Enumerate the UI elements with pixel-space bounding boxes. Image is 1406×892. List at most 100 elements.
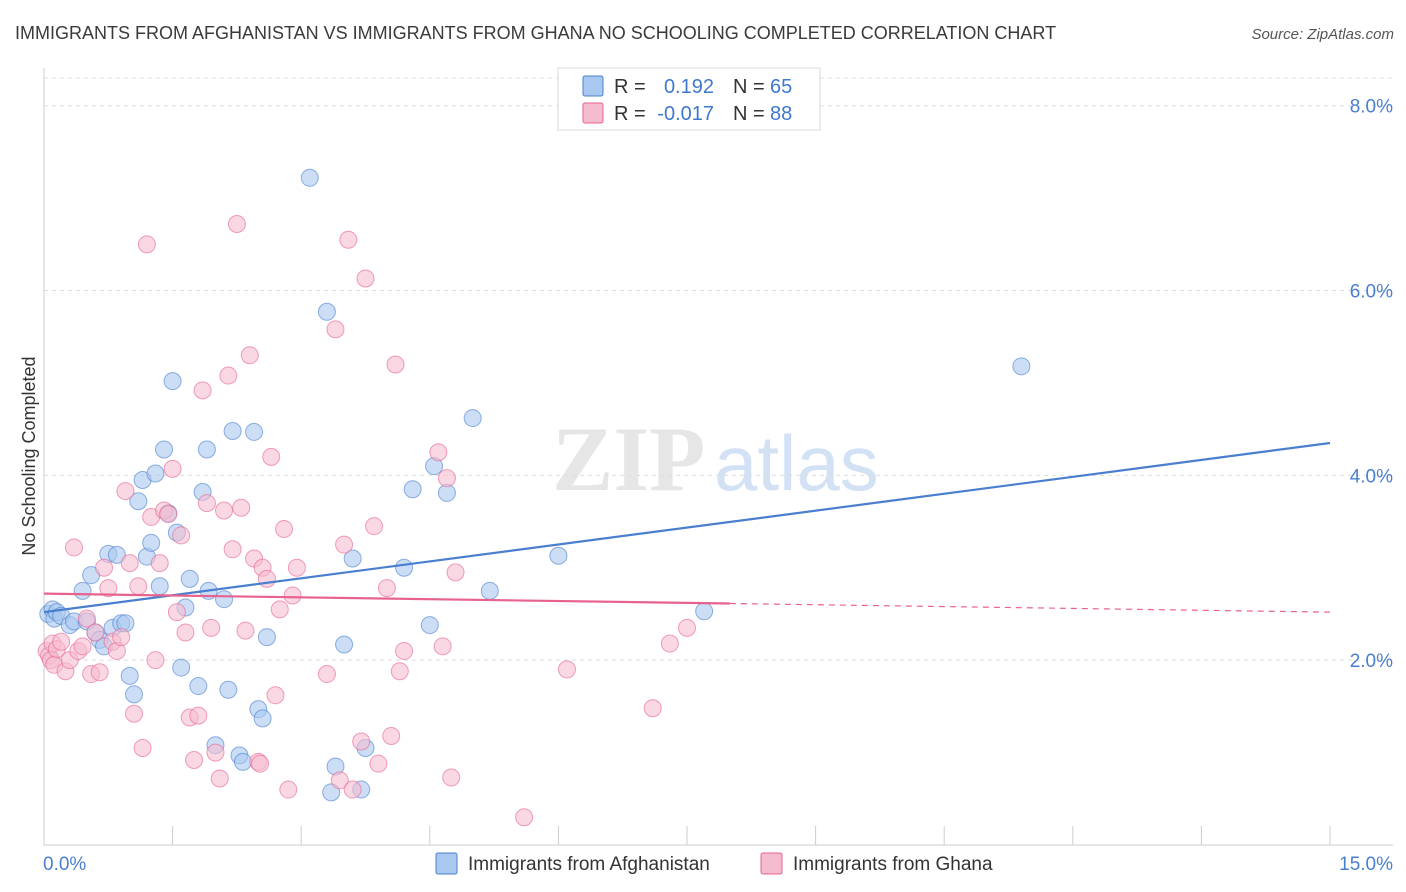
point-series-1-57 (270, 600, 289, 619)
watermark: ZIP atlas (552, 408, 879, 510)
legend-r-value-afghanistan: 0.192 (664, 76, 714, 98)
legend-n-value-afghanistan: 65 (770, 76, 792, 98)
point-series-1-39 (193, 381, 212, 400)
point-series-1-21 (116, 482, 135, 501)
point-series-1-41 (202, 618, 221, 637)
point-series-1-23 (125, 704, 144, 723)
legend-n-label-ghana: N = (733, 103, 765, 125)
point-series-0-55 (403, 480, 422, 499)
point-series-0-19 (125, 685, 144, 704)
point-series-1-49 (236, 621, 255, 640)
point-series-1-11 (73, 637, 92, 656)
point-series-1-87 (251, 754, 270, 773)
point-series-0-39 (219, 680, 238, 699)
point-series-1-64 (330, 771, 349, 790)
point-series-1-79 (437, 469, 456, 488)
point-series-1-66 (339, 230, 358, 249)
point-series-1-63 (326, 320, 345, 339)
point-series-1-72 (377, 579, 396, 598)
point-series-1-14 (86, 623, 105, 642)
point-series-1-45 (219, 366, 238, 385)
point-series-1-9 (65, 538, 84, 557)
point-series-1-28 (146, 651, 165, 670)
point-series-0-47 (300, 168, 319, 187)
point-series-1-74 (386, 355, 405, 374)
point-series-0-60 (480, 581, 499, 600)
point-series-1-81 (446, 563, 465, 582)
point-series-1-85 (660, 634, 679, 653)
point-series-1-43 (210, 769, 229, 788)
point-series-1-62 (317, 665, 336, 684)
bottom-legend-label-afghanistan: Immigrants from Afghanistan (468, 854, 710, 875)
point-series-1-31 (159, 505, 178, 524)
point-series-0-43 (245, 422, 264, 441)
y-tick-label-2: 6.0% (1350, 282, 1393, 303)
point-series-1-76 (395, 641, 414, 660)
bottom-legend-swatch-afghanistan (435, 852, 458, 875)
point-series-1-29 (150, 554, 169, 573)
point-series-1-17 (99, 579, 118, 598)
point-series-0-54 (395, 558, 414, 577)
legend-swatch-ghana (582, 102, 604, 124)
point-series-0-56 (420, 616, 439, 635)
bottom-legend: Immigrants from Afghanistan Immigrants f… (435, 852, 993, 875)
point-series-1-15 (90, 663, 109, 682)
chart-title: IMMIGRANTS FROM AFGHANISTAN VS IMMIGRANT… (15, 23, 1056, 43)
point-series-0-20 (129, 492, 148, 511)
point-series-1-47 (227, 215, 246, 234)
point-series-1-70 (365, 517, 384, 536)
point-series-1-37 (185, 750, 204, 769)
point-series-1-20 (112, 628, 131, 647)
trend-lines (43, 441, 1331, 614)
point-series-1-44 (215, 501, 234, 520)
legend-r-value-ghana: -0.017 (657, 103, 714, 125)
point-series-0-51 (335, 635, 354, 654)
point-series-1-80 (442, 768, 461, 787)
legend-n-label-afghanistan: N = (733, 76, 765, 98)
point-series-0-23 (142, 533, 161, 552)
data-points (37, 168, 1031, 827)
point-series-0-33 (189, 677, 208, 696)
legend-r-label-ghana: R = (614, 103, 646, 125)
point-series-1-40 (197, 494, 216, 513)
point-series-0-25 (150, 577, 169, 596)
point-series-1-61 (287, 558, 306, 577)
watermark-zip: ZIP (552, 408, 705, 510)
point-series-1-58 (275, 519, 294, 538)
point-series-1-54 (257, 569, 276, 588)
legend-r-label-afghanistan: R = (614, 76, 646, 98)
point-series-0-48 (317, 302, 336, 321)
point-series-1-34 (172, 526, 191, 545)
point-series-0-35 (197, 440, 216, 459)
point-series-1-42 (206, 743, 225, 762)
point-series-1-48 (232, 498, 251, 517)
point-series-1-12 (77, 609, 96, 628)
point-series-0-59 (463, 409, 482, 428)
point-series-1-65 (335, 535, 354, 554)
point-series-1-38 (189, 706, 208, 725)
y-tick-label-1: 4.0% (1350, 466, 1393, 487)
point-series-0-7 (73, 581, 92, 600)
grid-lines: 2.0% 4.0% 6.0% 8.0% (44, 77, 1393, 672)
bottom-legend-swatch-ghana (760, 852, 783, 875)
point-series-1-86 (678, 618, 696, 637)
point-series-1-25 (133, 738, 152, 757)
point-series-0-24 (146, 464, 165, 483)
point-series-1-71 (369, 754, 388, 773)
point-series-0-18 (120, 666, 139, 685)
point-series-1-78 (433, 637, 452, 656)
point-series-1-46 (223, 540, 242, 559)
point-series-1-33 (167, 603, 186, 622)
point-series-1-32 (163, 459, 182, 478)
point-series-0-61 (549, 546, 568, 565)
point-series-1-77 (429, 443, 448, 462)
legend-swatch-afghanistan (582, 75, 604, 97)
point-series-0-42 (233, 752, 252, 771)
point-series-1-69 (356, 269, 375, 288)
point-series-0-15 (107, 545, 126, 564)
point-series-0-62 (695, 602, 714, 621)
point-series-1-6 (52, 632, 71, 651)
point-series-1-26 (137, 235, 156, 254)
point-series-1-56 (266, 686, 285, 705)
